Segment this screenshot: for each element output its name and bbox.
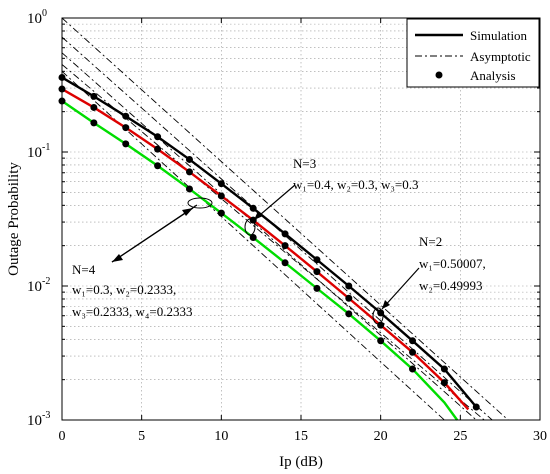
n2-weight-2: w₂=0.49993 bbox=[419, 278, 483, 293]
analysis-point bbox=[122, 112, 130, 120]
legend: Simulation Asymptotic Analysis bbox=[406, 18, 540, 88]
tick-labels: 0 5 10 15 20 25 30 100 10-1 10-2 10-3 bbox=[27, 8, 547, 444]
y-tick-label: 100 bbox=[27, 8, 47, 27]
x-tick-label: 20 bbox=[374, 429, 388, 444]
annotation-n4: N=4 w₁=0.3, w₂=0.2333, w₃=0.2333, w₄=0.2… bbox=[72, 197, 213, 319]
y-tick-label: 10-2 bbox=[27, 276, 50, 295]
analysis-point bbox=[281, 242, 289, 250]
analysis-point bbox=[440, 365, 448, 373]
x-tick-label: 30 bbox=[533, 429, 547, 444]
analysis-point bbox=[90, 119, 98, 127]
legend-analysis-marker bbox=[435, 71, 443, 79]
analysis-point bbox=[185, 185, 193, 193]
analysis-point bbox=[249, 234, 257, 242]
x-tick-label: 0 bbox=[59, 429, 66, 444]
analysis-point bbox=[90, 92, 98, 100]
n4-weights-line-1: w₁=0.3, w₂=0.2333, bbox=[72, 282, 176, 297]
analysis-point bbox=[440, 379, 448, 387]
n2-arrow bbox=[381, 267, 420, 310]
x-tick-label: 15 bbox=[294, 429, 308, 444]
y-axis-label: Outage Probability bbox=[6, 162, 22, 276]
series-lines bbox=[61, 76, 478, 421]
analysis-point bbox=[185, 155, 193, 163]
asymptotic-line bbox=[61, 52, 477, 421]
grid bbox=[62, 18, 540, 420]
analysis-point bbox=[313, 284, 321, 292]
analysis-point bbox=[217, 209, 225, 217]
n2-title: N=2 bbox=[419, 234, 442, 249]
analysis-point bbox=[249, 204, 257, 212]
legend-simulation-label: Simulation bbox=[470, 28, 528, 43]
analysis-point bbox=[281, 259, 289, 267]
analysis-point bbox=[154, 145, 162, 153]
n4-ellipse bbox=[187, 197, 213, 209]
x-tick-label: 5 bbox=[138, 429, 145, 444]
analysis-point bbox=[185, 168, 193, 176]
legend-box bbox=[406, 18, 540, 88]
analysis-point bbox=[217, 192, 225, 200]
analysis-point bbox=[217, 180, 225, 188]
analysis-point bbox=[409, 348, 417, 356]
x-tick-label: 10 bbox=[214, 429, 228, 444]
analysis-point bbox=[313, 268, 321, 276]
analysis-point bbox=[345, 294, 353, 302]
n2-weight-1: w₁=0.50007, bbox=[419, 256, 486, 271]
analysis-point bbox=[281, 230, 289, 238]
n3-title: N=3 bbox=[293, 156, 316, 171]
analysis-point bbox=[122, 124, 130, 132]
legend-asymptotic-label: Asymptotic bbox=[470, 49, 531, 64]
n4-arrowhead-b bbox=[112, 254, 123, 262]
asymptotic-line bbox=[61, 64, 485, 421]
asymptotic-line bbox=[61, 17, 509, 421]
analysis-point bbox=[313, 256, 321, 264]
analysis-point bbox=[154, 133, 162, 141]
analysis-point bbox=[472, 403, 480, 411]
y-tick-label: 10-3 bbox=[27, 410, 50, 429]
annotation-n2: N=2 w₁=0.50007, w₂=0.49993 bbox=[372, 234, 486, 325]
n2-arrowhead bbox=[382, 300, 390, 309]
annotation-n3: N=3 w₁=0.4, w₂=0.3, w₃=0.3 bbox=[244, 156, 419, 236]
legend-analysis-label: Analysis bbox=[470, 68, 516, 83]
analysis-point bbox=[345, 310, 353, 318]
x-axis-label: Ip (dB) bbox=[279, 454, 323, 470]
n3-weights: w₁=0.4, w₂=0.3, w₃=0.3 bbox=[293, 177, 419, 192]
n4-title: N=4 bbox=[72, 262, 96, 277]
simulation-line bbox=[61, 100, 459, 421]
n4-arrow-b bbox=[111, 204, 198, 263]
analysis-point bbox=[122, 140, 130, 148]
analysis-point bbox=[409, 365, 417, 373]
analysis-markers bbox=[58, 73, 480, 411]
analysis-point bbox=[154, 162, 162, 170]
n3-arrowhead bbox=[254, 211, 263, 220]
y-tick-label: 10-1 bbox=[27, 142, 50, 161]
analysis-point bbox=[90, 103, 98, 111]
analysis-point bbox=[409, 337, 417, 345]
simulation-line bbox=[61, 76, 478, 408]
simulation-line bbox=[61, 88, 470, 411]
analysis-point bbox=[345, 282, 353, 290]
x-tick-label: 25 bbox=[453, 429, 467, 444]
n4-weights-line-2: w₃=0.2333, w₄=0.2333 bbox=[72, 304, 193, 319]
analysis-point bbox=[377, 337, 385, 345]
n3-ellipse bbox=[244, 218, 256, 236]
n2-ellipse bbox=[372, 307, 384, 325]
